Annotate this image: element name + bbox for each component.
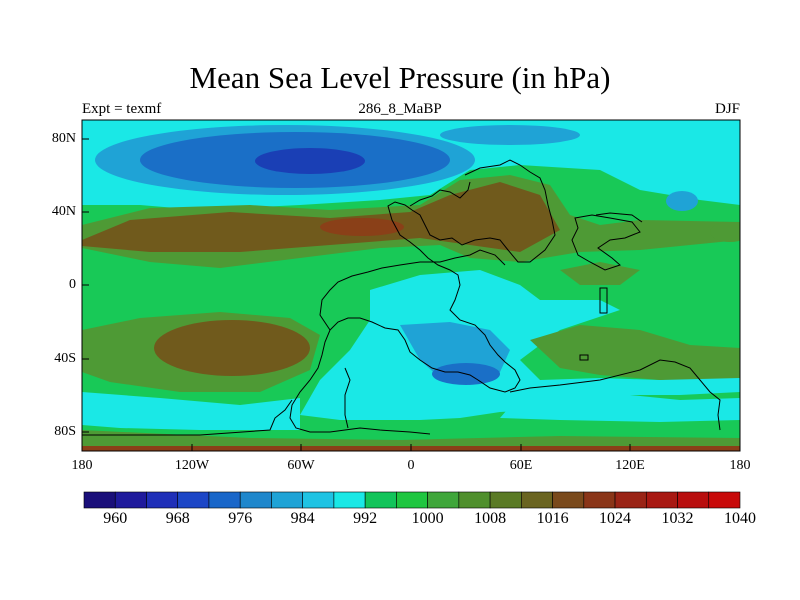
colorbar-label: 1040	[724, 510, 756, 527]
axis-ticks	[81, 138, 741, 451]
colorbar-swatch	[645, 491, 678, 509]
colorbar-swatch	[552, 491, 585, 509]
lon-label-60w: 60W	[287, 458, 315, 473]
colorbar-label: 968	[165, 510, 190, 527]
colorbar-swatch	[114, 491, 147, 509]
field-992-north-east	[440, 125, 580, 145]
field-1016-antarctic	[82, 430, 740, 451]
lat-label-80n: 80N	[51, 131, 76, 146]
outline-antarctic-west	[82, 399, 293, 436]
lat-label-80s: 80S	[54, 424, 76, 439]
colorbar-label: 976	[228, 510, 253, 527]
outline-afro-eurasia-americas	[289, 159, 556, 435]
plot-title: Mean Sea Level Pressure (in hPa)	[189, 60, 611, 95]
colorbar-swatch	[239, 491, 272, 509]
field-992-pacific	[666, 191, 698, 211]
field-1000-south-band-east	[500, 392, 740, 422]
outline-peninsula	[344, 367, 351, 429]
lon-label-0: 0	[407, 458, 415, 473]
colorbar-label: 1032	[661, 510, 694, 527]
colorbar-label: 960	[103, 510, 128, 527]
outline-east-land	[571, 214, 641, 271]
colorbar-swatch	[177, 491, 210, 509]
lat-label-40n: 40N	[51, 204, 76, 219]
lon-label-60e: 60E	[509, 458, 533, 473]
colorbar-label: 1024	[599, 510, 632, 527]
lon-label-180w: 180	[71, 458, 93, 473]
pressure-field	[82, 120, 740, 451]
colorbar-swatch	[583, 491, 616, 509]
colorbar-swatch	[208, 491, 241, 509]
colorbar-swatch	[333, 491, 366, 509]
lon-label-180e: 180	[729, 458, 751, 473]
field-1016-south-indian	[530, 325, 740, 380]
outline-mid-coast	[319, 249, 506, 331]
lat-label-40s: 40S	[54, 351, 76, 366]
field-976-north-low	[255, 148, 365, 174]
lat-label-0: 0	[69, 277, 76, 292]
colorbar-swatch	[271, 491, 303, 509]
continent-outlines	[82, 159, 721, 436]
season-label: DJF	[714, 101, 740, 117]
outline-east-coast-north	[595, 212, 643, 223]
colorbar-swatch	[396, 491, 428, 509]
outline-southern-coast	[509, 359, 721, 431]
colorbar-label: 1008	[474, 510, 507, 527]
colorbar-swatch	[521, 491, 553, 509]
colorbar-swatch	[708, 491, 741, 509]
field-1028-atlantic	[320, 218, 404, 236]
field-1000-tropics	[300, 270, 740, 420]
period-label: 286_8_MaBP	[358, 101, 442, 117]
colorbar-label: 1000	[411, 510, 444, 527]
colorbar-swatch	[83, 491, 116, 509]
colorbar-swatch	[364, 491, 397, 509]
field-1024-north-belt	[82, 182, 560, 252]
field-1024-south-pacific	[154, 320, 310, 376]
colorbar-label: 1016	[536, 510, 569, 527]
colorbar-swatch	[458, 491, 491, 509]
field-1016-tropical-east	[560, 262, 640, 285]
field-1016-east	[710, 222, 740, 242]
outline-island	[599, 287, 608, 314]
outline-small-island	[579, 354, 589, 361]
field-1000-south-band-west	[82, 392, 300, 430]
colorbar-swatch	[146, 491, 179, 509]
colorbar-swatch	[614, 491, 647, 509]
lon-label-120w: 120W	[174, 458, 210, 473]
colorbar-swatch	[677, 491, 710, 509]
colorbar-swatch	[489, 491, 522, 509]
colorbar	[83, 491, 741, 509]
colorbar-label: 984	[290, 510, 315, 527]
experiment-label: Expt = texmf	[82, 101, 162, 117]
outline-north-inner	[409, 181, 471, 207]
colorbar-swatch	[302, 491, 335, 509]
colorbar-label: 992	[353, 510, 378, 527]
colorbar-swatch	[427, 491, 460, 509]
lon-label-120e: 120E	[615, 458, 645, 473]
